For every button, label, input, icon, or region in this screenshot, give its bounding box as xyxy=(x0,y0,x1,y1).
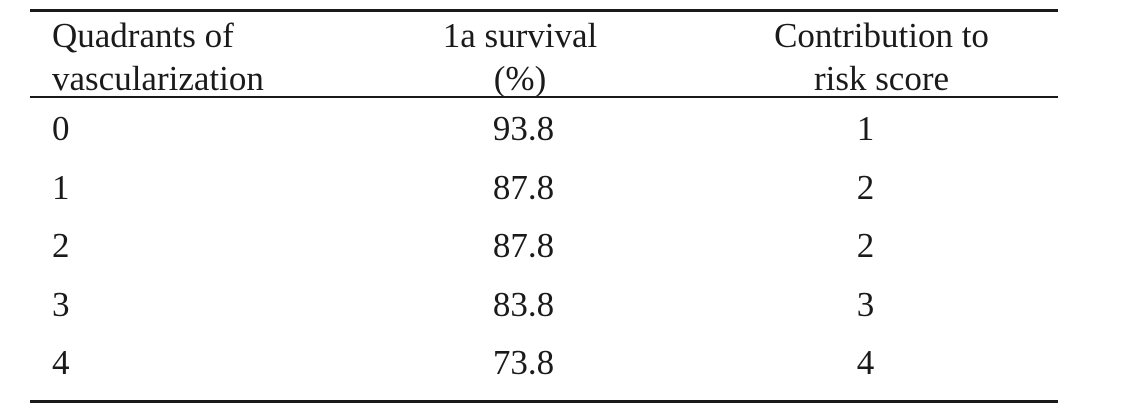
cell-quadrants: 2 xyxy=(52,226,70,266)
table-bottom-rule xyxy=(30,399,1058,403)
cell-contribution: 2 xyxy=(856,226,875,266)
header-survival-line1: 1a survival xyxy=(442,16,598,55)
table-row: 3 83.8 3 xyxy=(30,276,1058,335)
risk-score-table: Quadrants of vascularization 1a survival… xyxy=(30,9,1058,403)
table-row: 2 87.8 2 xyxy=(30,217,1058,276)
table-row: 0 93.8 1 xyxy=(30,100,1058,159)
cell-contribution: 3 xyxy=(856,284,875,324)
cell-contribution: 1 xyxy=(856,109,875,149)
table-row: 4 73.8 4 xyxy=(30,334,1058,393)
cell-survival: 83.8 xyxy=(492,284,555,324)
cell-contribution: 2 xyxy=(856,167,875,207)
header-quadrants: Quadrants of vascularization xyxy=(30,12,350,98)
header-contribution-line2: risk score xyxy=(813,59,950,98)
table-row: 1 87.8 2 xyxy=(30,159,1058,218)
header-quadrants-line2: vascularization xyxy=(52,59,264,98)
table-body: 0 93.8 1 1 87.8 2 2 87.8 2 3 83.8 3 4 73… xyxy=(30,98,1058,400)
cell-quadrants: 3 xyxy=(52,284,70,324)
cell-survival: 87.8 xyxy=(492,226,555,266)
table-header-rule xyxy=(30,96,1058,98)
cell-quadrants: 1 xyxy=(52,167,70,207)
cell-survival: 87.8 xyxy=(492,167,555,207)
header-contribution: Contribution to risk score xyxy=(705,12,1058,98)
cell-survival: 73.8 xyxy=(492,343,555,383)
table-header-row: Quadrants of vascularization 1a survival… xyxy=(30,12,1058,98)
table-top-rule xyxy=(30,9,1058,12)
cell-contribution: 4 xyxy=(856,343,875,383)
cell-quadrants: 0 xyxy=(52,109,70,149)
header-survival-line2: (%) xyxy=(493,59,547,98)
cell-quadrants: 4 xyxy=(52,343,70,383)
header-contribution-line1: Contribution to xyxy=(774,16,989,55)
cell-survival: 93.8 xyxy=(492,109,555,149)
header-survival: 1a survival (%) xyxy=(350,12,705,98)
header-quadrants-line1: Quadrants of xyxy=(52,16,234,55)
